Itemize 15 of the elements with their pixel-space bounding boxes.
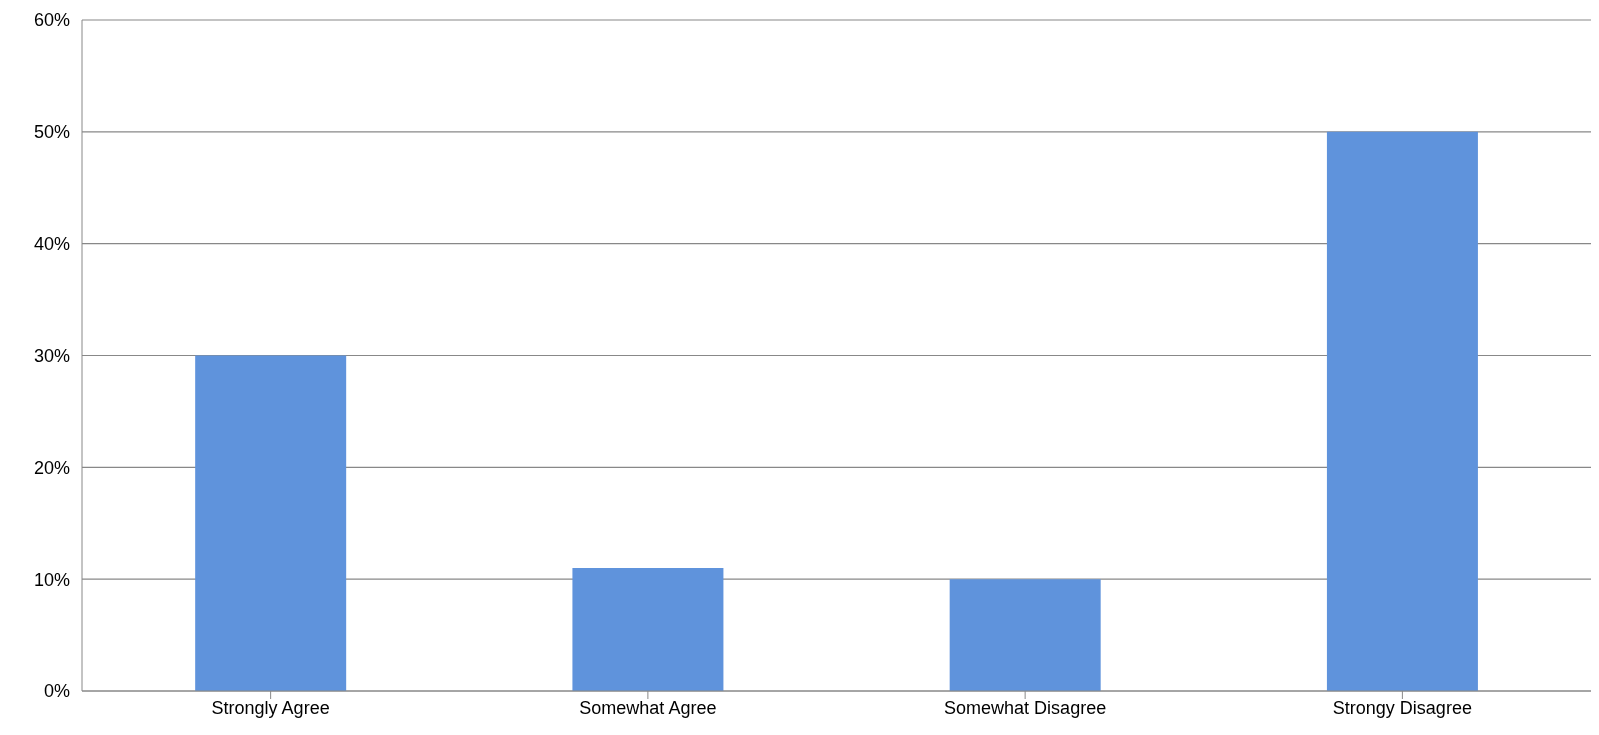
x-tick-label: Strongly Agree — [211, 697, 330, 718]
y-tick-label: 0% — [43, 681, 70, 702]
y-tick-label: 30% — [33, 345, 70, 366]
x-tick-label: Strongy Disagree — [1332, 697, 1472, 718]
y-tick-label: 40% — [33, 234, 70, 255]
x-tick-label: Somewhat Agree — [579, 697, 717, 718]
bar — [949, 579, 1101, 691]
y-tick-label: 50% — [33, 122, 70, 143]
y-tick-label: 20% — [33, 457, 70, 478]
bar — [1326, 131, 1478, 691]
y-tick-label: 10% — [33, 569, 70, 590]
bar — [572, 567, 724, 691]
y-tick-label: 60% — [33, 10, 70, 31]
x-tick-label: Somewhat Disagree — [944, 697, 1107, 718]
bar — [195, 355, 347, 691]
